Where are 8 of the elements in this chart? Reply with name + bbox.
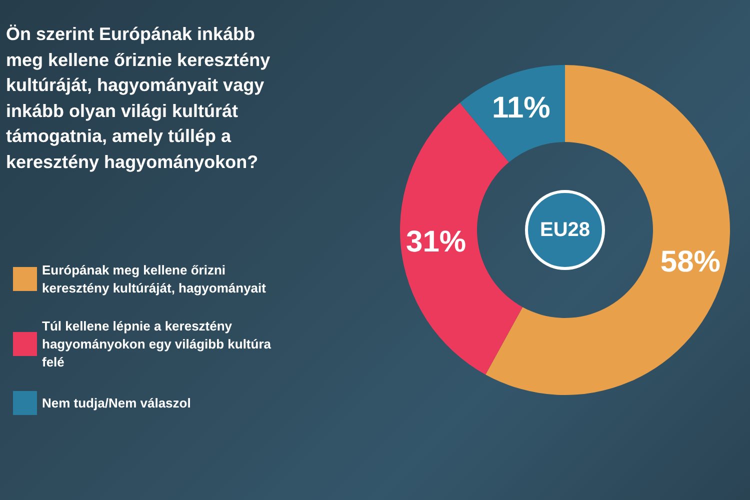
- data-label: 58%: [660, 246, 720, 279]
- legend-label: Túl kellene lépnie a keresztény hagyományokon egy világibb kultúra felé: [42, 318, 275, 370]
- text: EU28: [538, 218, 592, 242]
- text: Ön szerint Európának inkább meg kellene őriznie keresztény kultúráját, hagyományait vagy inkább olyan világi kultúrát támogatnia, amely túllép a keresztény hagyományokon?: [6, 23, 272, 174]
- data-label: 31%: [406, 226, 466, 259]
- legend-label: Európának meg kellene őrizni keresztény kultúráját, hagyományait: [42, 262, 267, 296]
- data-label: 11%: [492, 92, 550, 125]
- legend-label: Nem tudja/Nem válaszol: [42, 396, 191, 410]
